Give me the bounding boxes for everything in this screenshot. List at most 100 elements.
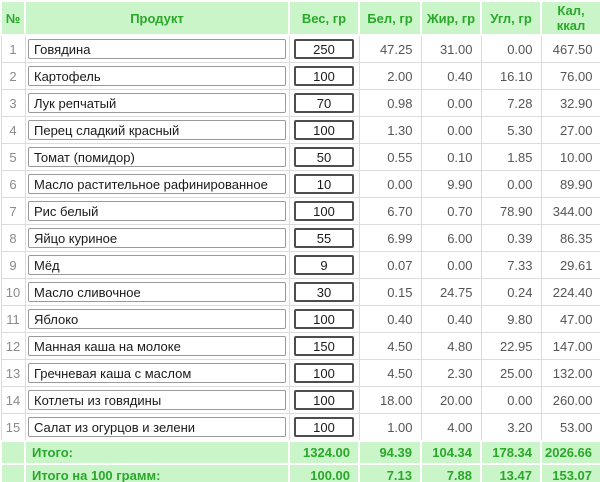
- calories-value: 10.00: [540, 143, 600, 171]
- table-row: 7 6.70 0.70 78.90 344.00: [0, 197, 600, 225]
- table-row: 2 2.00 0.40 16.10 76.00: [0, 62, 600, 90]
- totals-per-100-calories-value: 153.07: [540, 463, 600, 482]
- weight-input[interactable]: [294, 336, 354, 356]
- row-number: 9: [0, 251, 26, 279]
- row-number: 13: [0, 359, 26, 387]
- protein-value: 2.00: [358, 62, 422, 90]
- carbs-value: 0.00: [480, 386, 542, 414]
- calories-value: 89.90: [540, 170, 600, 198]
- weight-input[interactable]: [294, 309, 354, 329]
- protein-value: 6.70: [358, 197, 422, 225]
- calories-value: 29.61: [540, 251, 600, 279]
- product-name-input[interactable]: [28, 282, 286, 302]
- product-name-input[interactable]: [28, 120, 286, 140]
- weight-cell: [288, 413, 360, 442]
- product-cell: [24, 386, 290, 414]
- fat-value: 9.90: [420, 170, 482, 198]
- totals-per-100-weight-value: 100.00: [288, 463, 360, 482]
- product-cell: [24, 278, 290, 306]
- weight-cell: [288, 197, 360, 225]
- row-number: 4: [0, 116, 26, 144]
- carbs-value: 16.10: [480, 62, 542, 90]
- calories-value: 86.35: [540, 224, 600, 252]
- weight-input[interactable]: [294, 255, 354, 275]
- weight-cell: [288, 278, 360, 306]
- product-cell: [24, 116, 290, 144]
- calories-value: 32.90: [540, 89, 600, 117]
- totals-per-100-empty-cell: [0, 463, 26, 482]
- product-name-input[interactable]: [28, 93, 286, 113]
- protein-value: 4.50: [358, 359, 422, 387]
- table-row: 10 0.15 24.75 0.24 224.40: [0, 278, 600, 306]
- product-name-input[interactable]: [28, 390, 286, 410]
- weight-input[interactable]: [294, 417, 354, 437]
- table-row: 1 47.25 31.00 0.00 467.50: [0, 34, 600, 63]
- weight-cell: [288, 116, 360, 144]
- product-cell: [24, 143, 290, 171]
- carbs-value: 0.00: [480, 170, 542, 198]
- weight-input[interactable]: [294, 390, 354, 410]
- fat-value: 0.40: [420, 62, 482, 90]
- weight-input[interactable]: [294, 228, 354, 248]
- fat-value: 4.00: [420, 413, 482, 442]
- weight-cell: [288, 332, 360, 360]
- table-row: 13 4.50 2.30 25.00 132.00: [0, 359, 600, 387]
- table-header: № Продукт Вес, гр Бел, гр Жир, гр Угл, г…: [0, 0, 600, 36]
- totals-label: Итого:: [24, 440, 290, 465]
- table-body: 1 47.25 31.00 0.00 467.50 2 2.00 0.40 16…: [0, 34, 600, 442]
- table-footer: Итого: 1324.00 94.39 104.34 178.34 2026.…: [0, 440, 600, 482]
- col-header-fat: Жир, гр: [420, 0, 482, 36]
- calories-value: 224.40: [540, 278, 600, 306]
- product-name-input[interactable]: [28, 147, 286, 167]
- weight-input[interactable]: [294, 93, 354, 113]
- fat-value: 4.80: [420, 332, 482, 360]
- weight-input[interactable]: [294, 363, 354, 383]
- weight-input[interactable]: [294, 282, 354, 302]
- calories-value: 76.00: [540, 62, 600, 90]
- calories-value: 147.00: [540, 332, 600, 360]
- protein-value: 0.40: [358, 305, 422, 333]
- protein-value: 0.98: [358, 89, 422, 117]
- table-row: 8 6.99 6.00 0.39 86.35: [0, 224, 600, 252]
- row-number: 15: [0, 413, 26, 442]
- calories-value: 53.00: [540, 413, 600, 442]
- col-header-product: Продукт: [24, 0, 290, 36]
- product-name-input[interactable]: [28, 417, 286, 437]
- col-header-protein: Бел, гр: [358, 0, 422, 36]
- protein-value: 0.00: [358, 170, 422, 198]
- product-name-input[interactable]: [28, 336, 286, 356]
- carbs-value: 5.30: [480, 116, 542, 144]
- fat-value: 20.00: [420, 386, 482, 414]
- totals-protein-value: 94.39: [358, 440, 422, 465]
- product-name-input[interactable]: [28, 309, 286, 329]
- weight-input[interactable]: [294, 147, 354, 167]
- product-cell: [24, 224, 290, 252]
- weight-cell: [288, 386, 360, 414]
- product-name-input[interactable]: [28, 363, 286, 383]
- carbs-value: 9.80: [480, 305, 542, 333]
- calories-value: 260.00: [540, 386, 600, 414]
- product-cell: [24, 197, 290, 225]
- weight-cell: [288, 251, 360, 279]
- table-row: 11 0.40 0.40 9.80 47.00: [0, 305, 600, 333]
- product-name-input[interactable]: [28, 66, 286, 86]
- product-cell: [24, 413, 290, 442]
- weight-input[interactable]: [294, 66, 354, 86]
- calories-value: 27.00: [540, 116, 600, 144]
- calories-value: 467.50: [540, 34, 600, 63]
- weight-input[interactable]: [294, 174, 354, 194]
- fat-value: 31.00: [420, 34, 482, 63]
- product-cell: [24, 170, 290, 198]
- weight-input[interactable]: [294, 201, 354, 221]
- weight-input[interactable]: [294, 120, 354, 140]
- row-number: 2: [0, 62, 26, 90]
- product-name-input[interactable]: [28, 174, 286, 194]
- product-name-input[interactable]: [28, 39, 286, 59]
- product-name-input[interactable]: [28, 228, 286, 248]
- fat-value: 2.30: [420, 359, 482, 387]
- weight-input[interactable]: [294, 39, 354, 59]
- row-number: 10: [0, 278, 26, 306]
- product-name-input[interactable]: [28, 201, 286, 221]
- protein-value: 0.15: [358, 278, 422, 306]
- product-name-input[interactable]: [28, 255, 286, 275]
